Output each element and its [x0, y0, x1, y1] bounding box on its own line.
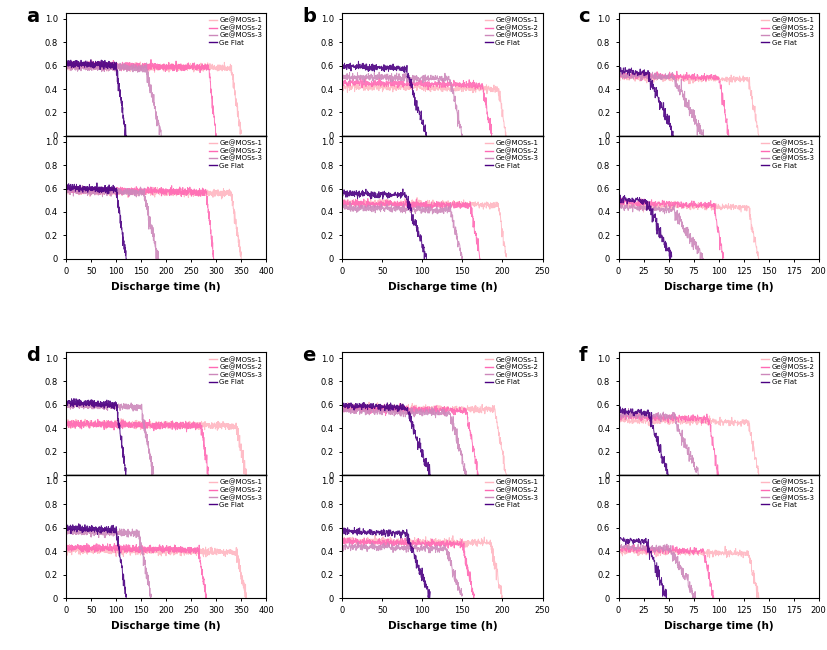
Legend: Ge@MOSs-1, Ge@MOSs-2, Ge@MOSs-3, Ge Flat: Ge@MOSs-1, Ge@MOSs-2, Ge@MOSs-3, Ge Flat: [206, 476, 265, 511]
Legend: Ge@MOSs-1, Ge@MOSs-2, Ge@MOSs-3, Ge Flat: Ge@MOSs-1, Ge@MOSs-2, Ge@MOSs-3, Ge Flat: [758, 476, 817, 511]
X-axis label: Discharge time (h): Discharge time (h): [664, 281, 773, 292]
Legend: Ge@MOSs-1, Ge@MOSs-2, Ge@MOSs-3, Ge Flat: Ge@MOSs-1, Ge@MOSs-2, Ge@MOSs-3, Ge Flat: [758, 354, 817, 387]
X-axis label: Discharge time (h): Discharge time (h): [112, 281, 221, 292]
Legend: Ge@MOSs-1, Ge@MOSs-2, Ge@MOSs-3, Ge Flat: Ge@MOSs-1, Ge@MOSs-2, Ge@MOSs-3, Ge Flat: [482, 354, 541, 387]
Text: e: e: [303, 346, 316, 365]
X-axis label: Discharge time (h): Discharge time (h): [112, 621, 221, 631]
X-axis label: Discharge time (h): Discharge time (h): [664, 621, 773, 631]
Legend: Ge@MOSs-1, Ge@MOSs-2, Ge@MOSs-3, Ge Flat: Ge@MOSs-1, Ge@MOSs-2, Ge@MOSs-3, Ge Flat: [482, 137, 541, 172]
Text: d: d: [26, 346, 40, 365]
Legend: Ge@MOSs-1, Ge@MOSs-2, Ge@MOSs-3, Ge Flat: Ge@MOSs-1, Ge@MOSs-2, Ge@MOSs-3, Ge Flat: [206, 354, 265, 387]
Legend: Ge@MOSs-1, Ge@MOSs-2, Ge@MOSs-3, Ge Flat: Ge@MOSs-1, Ge@MOSs-2, Ge@MOSs-3, Ge Flat: [482, 476, 541, 511]
Text: b: b: [303, 7, 316, 26]
Text: a: a: [26, 7, 39, 26]
Legend: Ge@MOSs-1, Ge@MOSs-2, Ge@MOSs-3, Ge Flat: Ge@MOSs-1, Ge@MOSs-2, Ge@MOSs-3, Ge Flat: [758, 14, 817, 49]
Text: f: f: [579, 346, 587, 365]
Legend: Ge@MOSs-1, Ge@MOSs-2, Ge@MOSs-3, Ge Flat: Ge@MOSs-1, Ge@MOSs-2, Ge@MOSs-3, Ge Flat: [206, 14, 265, 49]
Text: c: c: [579, 7, 590, 26]
X-axis label: Discharge time (h): Discharge time (h): [388, 621, 497, 631]
X-axis label: Discharge time (h): Discharge time (h): [388, 281, 497, 292]
Legend: Ge@MOSs-1, Ge@MOSs-2, Ge@MOSs-3, Ge Flat: Ge@MOSs-1, Ge@MOSs-2, Ge@MOSs-3, Ge Flat: [482, 14, 541, 49]
Legend: Ge@MOSs-1, Ge@MOSs-2, Ge@MOSs-3, Ge Flat: Ge@MOSs-1, Ge@MOSs-2, Ge@MOSs-3, Ge Flat: [206, 137, 265, 172]
Legend: Ge@MOSs-1, Ge@MOSs-2, Ge@MOSs-3, Ge Flat: Ge@MOSs-1, Ge@MOSs-2, Ge@MOSs-3, Ge Flat: [758, 137, 817, 172]
